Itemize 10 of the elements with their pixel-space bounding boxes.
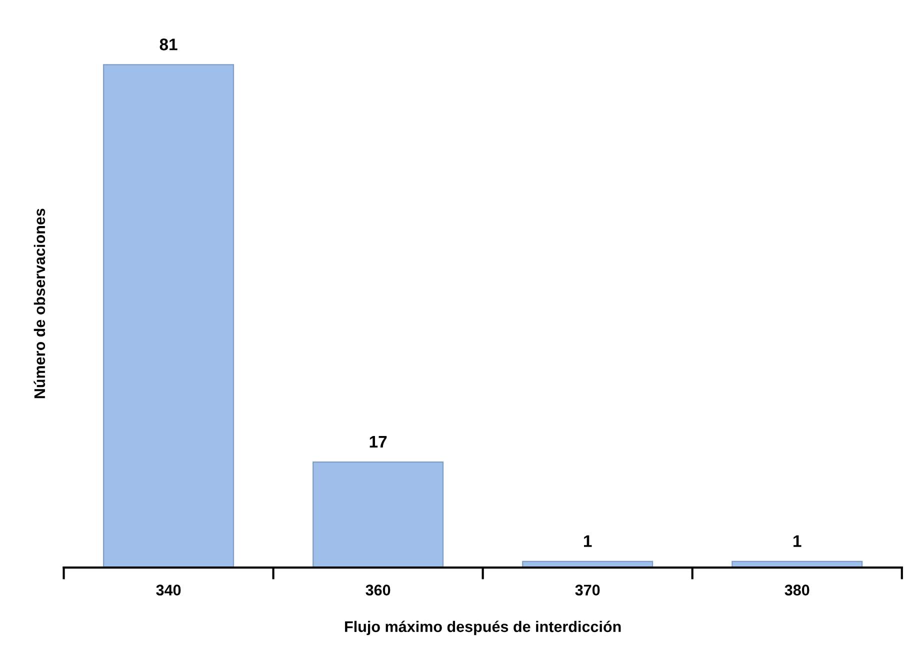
- x-tick-label: 360: [366, 584, 390, 596]
- x-tick-label: 370: [575, 584, 600, 596]
- data-label: 17: [370, 436, 387, 448]
- x-tick-label: 380: [784, 584, 810, 596]
- data-label: 1: [584, 535, 592, 547]
- x-axis-title: Flujo máximo después de interdicción: [345, 620, 621, 636]
- data-label: 81: [160, 38, 178, 50]
- x-tick-label: 340: [156, 584, 181, 596]
- y-axis-title: Número de observaciones: [34, 208, 46, 398]
- data-label: 1: [794, 535, 802, 547]
